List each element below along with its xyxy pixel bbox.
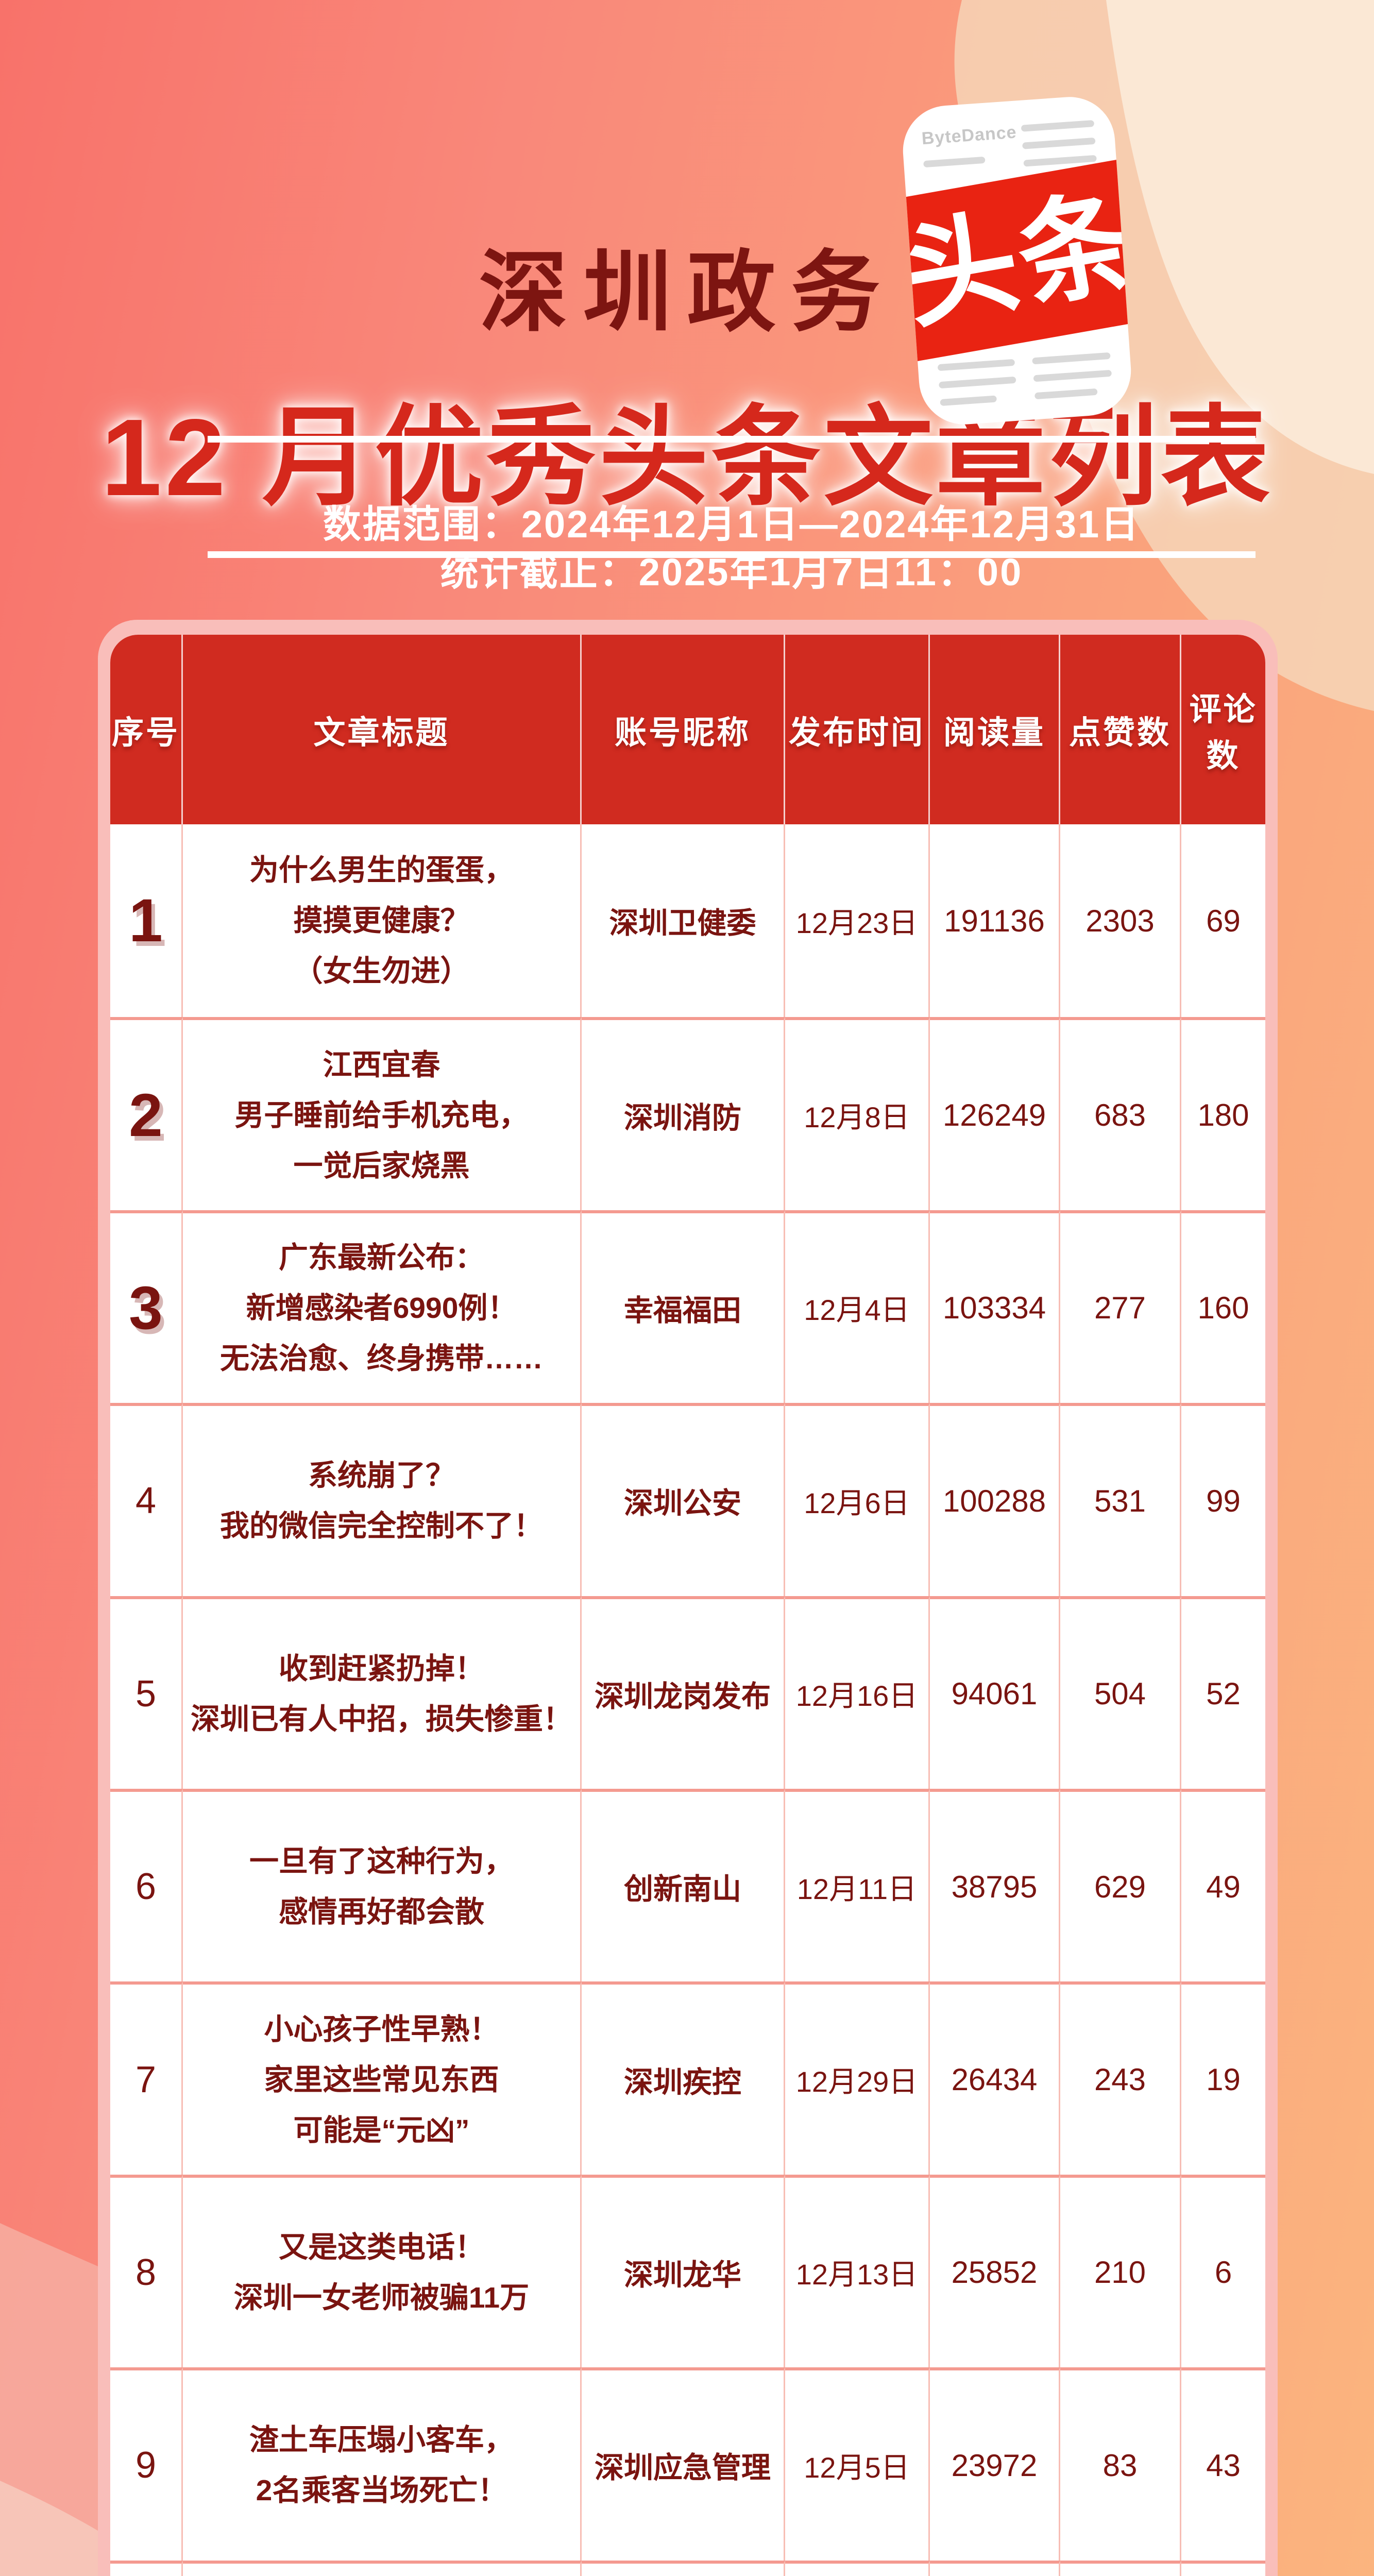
title-cell: 一旦有了这种行为， 感情再好都会散	[183, 1788, 582, 1982]
date-cell: 12月16日	[785, 1596, 930, 1789]
comments-cell: 180	[1181, 1017, 1265, 1210]
account-cell: 深圳消防	[582, 1017, 785, 1210]
account-cell: 滨海宝安	[582, 2560, 785, 2576]
account-cell: 深圳公安	[582, 1403, 785, 1596]
divider-line-top	[208, 436, 1256, 443]
title-cell: 江西宜春 男子睡前给手机充电， 一觉后家烧黑	[183, 1017, 582, 1210]
column-header-date: 发布时间	[785, 635, 930, 824]
brand-title: 深圳政务	[479, 243, 895, 343]
title-cell: 收到赶紧扔掉！ 深圳已有人中招，损失惨重！	[183, 1596, 582, 1789]
column-header-rank: 序号	[110, 635, 183, 824]
title-cell: 国际范儿 “候鸟”和“帆船” 齐齐打卡宝安！	[183, 2560, 582, 2576]
reads-cell: 94061	[930, 1596, 1060, 1789]
title-cell: 为什么男生的蛋蛋， 摸摸更健康？ （女生勿进）	[183, 824, 582, 1018]
rank-cell: 2	[110, 1017, 183, 1210]
reads-cell: 191136	[930, 824, 1060, 1018]
reads-cell: 126249	[930, 1017, 1060, 1210]
comments-cell: 7	[1181, 2560, 1265, 2576]
reads-cell: 100288	[930, 1403, 1060, 1596]
account-cell: 深圳卫健委	[582, 824, 785, 1018]
account-cell: 深圳龙华	[582, 2174, 785, 2368]
newspaper-line-icon	[1034, 388, 1098, 400]
date-cell: 12月13日	[785, 2174, 930, 2368]
account-cell: 幸福福田	[582, 1210, 785, 1403]
rank-cell: 5	[110, 1596, 183, 1789]
date-cell: 12月6日	[785, 1403, 930, 1596]
likes-cell: 531	[1060, 1403, 1181, 1596]
column-header-comments: 评论数	[1181, 635, 1265, 824]
newspaper-line-icon	[923, 156, 986, 168]
rank-cell: 6	[110, 1788, 183, 1982]
reads-cell: 25852	[930, 2174, 1060, 2368]
article-table-card: 序号 文章标题 账号昵称 发布时间 阅读量 点赞数 评论数 1 为什么男生的蛋蛋…	[98, 620, 1278, 2576]
rank-cell: 8	[110, 2174, 183, 2368]
reads-cell: 38795	[930, 1788, 1060, 1982]
comments-cell: 6	[1181, 2174, 1265, 2368]
date-cell: 12月8日	[785, 1017, 930, 1210]
comments-cell: 69	[1181, 824, 1265, 1018]
title-cell: 小心孩子性早熟！ 家里这些常见东西 可能是“元凶”	[183, 1981, 582, 2175]
date-cell: 12月23日	[785, 824, 930, 1018]
likes-cell: 243	[1060, 1981, 1181, 2175]
likes-cell: 2303	[1060, 824, 1181, 1018]
comments-cell: 43	[1181, 2367, 1265, 2561]
toutiao-wordmark: 头条	[900, 177, 1134, 344]
date-cell: 12月4日	[785, 1210, 930, 1403]
account-cell: 深圳应急管理	[582, 2367, 785, 2561]
rank-cell: 10	[110, 2560, 183, 2576]
rank-cell: 7	[110, 1981, 183, 2175]
title-cell: 广东最新公布： 新增感染者6990例！ 无法治愈、终身携带……	[183, 1210, 582, 1403]
account-cell: 创新南山	[582, 1788, 785, 1982]
comments-cell: 99	[1181, 1403, 1265, 1596]
likes-cell: 277	[1060, 1210, 1181, 1403]
likes-cell: 683	[1060, 1017, 1181, 1210]
rank-cell: 4	[110, 1403, 183, 1596]
newspaper-line-icon	[1021, 120, 1095, 132]
title-cell: 又是这类电话！ 深圳一女老师被骗11万	[183, 2174, 582, 2368]
reads-cell: 103334	[930, 1210, 1060, 1403]
comments-cell: 52	[1181, 1596, 1265, 1789]
stats-cutoff-text: 统计截止：2025年1月7日11：00	[440, 551, 1023, 594]
account-cell: 深圳龙岗发布	[582, 1596, 785, 1789]
column-header-title: 文章标题	[183, 635, 582, 824]
column-header-reads: 阅读量	[930, 635, 1060, 824]
likes-cell: 629	[1060, 1788, 1181, 1982]
newspaper-line-icon	[940, 395, 997, 406]
likes-cell: 10	[1060, 2560, 1181, 2576]
column-header-account: 账号昵称	[582, 635, 785, 824]
divider-line-bottom	[208, 551, 1256, 558]
data-range-text: 数据范围：2024年12月1日—2024年12月31日	[323, 503, 1141, 546]
reads-cell: 26434	[930, 1981, 1060, 2175]
bytedance-label: ByteDance	[921, 122, 1017, 149]
date-cell: 12月5日	[785, 2367, 930, 2561]
column-header-likes: 点赞数	[1060, 635, 1181, 824]
date-cell: 12月29日	[785, 1981, 930, 2175]
toutiao-red-band: 头条	[900, 157, 1134, 363]
account-cell: 深圳疾控	[582, 1981, 785, 2175]
toutiao-app-icon: ByteDance 头条	[900, 94, 1134, 428]
newspaper-line-icon	[937, 359, 1015, 371]
likes-cell: 504	[1060, 1596, 1181, 1789]
reads-cell: 6404	[930, 2560, 1060, 2576]
comments-cell: 19	[1181, 1981, 1265, 2175]
reads-cell: 23972	[930, 2367, 1060, 2561]
rank-cell: 1	[110, 824, 183, 1018]
newspaper-line-icon	[939, 376, 1016, 389]
likes-cell: 83	[1060, 2367, 1181, 2561]
date-cell: 12月16日	[785, 2560, 930, 2576]
title-cell: 渣土车压塌小客车， 2名乘客当场死亡！	[183, 2367, 582, 2561]
comments-cell: 49	[1181, 1788, 1265, 1982]
newspaper-line-icon	[1033, 369, 1112, 382]
date-cell: 12月11日	[785, 1788, 930, 1982]
comments-cell: 160	[1181, 1210, 1265, 1403]
rank-cell: 3	[110, 1210, 183, 1403]
rank-cell: 9	[110, 2367, 183, 2561]
title-cell: 系统崩了？ 我的微信完全控制不了！	[183, 1403, 582, 1596]
newspaper-line-icon	[1022, 137, 1096, 149]
newspaper-line-icon	[1032, 352, 1111, 365]
likes-cell: 210	[1060, 2174, 1181, 2368]
article-table: 序号 文章标题 账号昵称 发布时间 阅读量 点赞数 评论数 1 为什么男生的蛋蛋…	[110, 635, 1265, 2576]
